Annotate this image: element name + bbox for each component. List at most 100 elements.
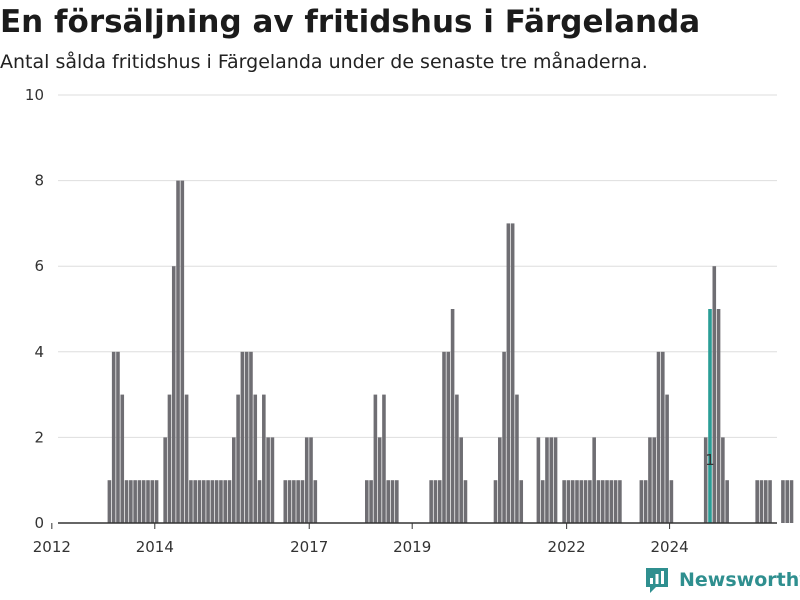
data-bar bbox=[167, 394, 172, 523]
data-bar bbox=[249, 351, 253, 523]
data-bar bbox=[665, 394, 669, 523]
x-tick-label: 2024 bbox=[650, 538, 688, 556]
data-bar bbox=[146, 480, 150, 523]
data-bar bbox=[588, 480, 592, 523]
data-bar bbox=[579, 480, 584, 523]
newsworthy-chart-icon bbox=[646, 568, 668, 593]
data-bar bbox=[716, 309, 721, 523]
data-bar bbox=[583, 480, 588, 523]
data-bar bbox=[369, 480, 373, 523]
data-bar bbox=[519, 480, 524, 523]
data-bar bbox=[257, 480, 262, 523]
data-bar bbox=[171, 266, 176, 523]
brand-name: Newsworthy bbox=[679, 569, 800, 591]
x-axis-ticks: 2012 2014 2017 2019 2022 2024 bbox=[33, 523, 689, 556]
data-bar bbox=[755, 480, 759, 523]
data-bar bbox=[304, 437, 309, 523]
data-bar bbox=[236, 394, 240, 523]
data-bar bbox=[133, 480, 137, 523]
data-bar bbox=[515, 394, 519, 523]
data-bar bbox=[111, 351, 116, 523]
data-bar bbox=[283, 480, 288, 523]
newsworthy-logo: Newsworthy bbox=[644, 566, 800, 594]
data-bar bbox=[240, 351, 245, 523]
data-bar bbox=[506, 223, 511, 523]
data-bar bbox=[712, 266, 717, 523]
data-bar bbox=[270, 437, 275, 523]
chart-title: En försäljning av fritidshus i Färgeland… bbox=[0, 4, 701, 40]
data-bar bbox=[455, 394, 459, 523]
data-bar bbox=[442, 351, 446, 523]
data-bar bbox=[253, 394, 258, 523]
y-tick-label: 6 bbox=[34, 257, 44, 275]
data-bar bbox=[437, 480, 442, 523]
data-bar bbox=[721, 437, 725, 523]
data-bar bbox=[141, 480, 146, 523]
data-bar bbox=[309, 437, 313, 523]
data-bar bbox=[232, 437, 236, 523]
highlight-data-label: 1 bbox=[705, 451, 715, 469]
data-bar bbox=[575, 480, 579, 523]
data-bar bbox=[197, 480, 202, 523]
gridlines bbox=[58, 94, 777, 438]
data-bar bbox=[553, 437, 558, 523]
x-tick-label: 2019 bbox=[393, 538, 431, 556]
data-bar bbox=[201, 480, 206, 523]
data-bar bbox=[613, 480, 618, 523]
data-bar bbox=[296, 480, 300, 523]
chart-subtitle: Antal sålda fritidshus i Färgelanda unde… bbox=[0, 51, 648, 73]
y-tick-label: 4 bbox=[34, 343, 44, 361]
data-bar bbox=[725, 480, 729, 523]
data-bar bbox=[214, 480, 219, 523]
bars bbox=[107, 180, 794, 523]
data-bar bbox=[313, 480, 318, 523]
data-bar bbox=[789, 480, 794, 523]
data-bar bbox=[703, 437, 708, 523]
data-bar bbox=[763, 480, 768, 523]
data-bar bbox=[377, 437, 382, 523]
y-axis-ticks: 0 2 4 6 8 10 bbox=[25, 86, 44, 532]
data-bar bbox=[759, 480, 764, 523]
data-bar bbox=[618, 480, 622, 523]
data-bar bbox=[137, 480, 142, 523]
data-bar bbox=[189, 480, 193, 523]
data-bar bbox=[180, 180, 185, 523]
x-tick-label: 2017 bbox=[290, 538, 328, 556]
data-bar bbox=[502, 351, 506, 523]
highlighted-bar bbox=[708, 309, 712, 523]
data-bar bbox=[287, 480, 292, 523]
y-tick-label: 8 bbox=[34, 172, 44, 190]
y-tick-label: 0 bbox=[34, 514, 44, 532]
data-bar bbox=[609, 480, 614, 523]
data-bar bbox=[433, 480, 438, 523]
data-bar bbox=[382, 394, 386, 523]
data-bar bbox=[643, 480, 648, 523]
data-bar bbox=[373, 394, 378, 523]
data-bar bbox=[386, 480, 391, 523]
data-bar bbox=[510, 223, 515, 523]
data-bar bbox=[219, 480, 223, 523]
data-bar bbox=[497, 437, 502, 523]
data-bar bbox=[545, 437, 549, 523]
data-bar bbox=[120, 394, 125, 523]
x-tick-label: 2012 bbox=[33, 538, 71, 556]
data-bar bbox=[184, 394, 189, 523]
data-bar bbox=[592, 437, 596, 523]
data-bar bbox=[223, 480, 228, 523]
data-bar bbox=[459, 437, 463, 523]
data-bar bbox=[785, 480, 790, 523]
data-bar bbox=[390, 480, 395, 523]
data-bar bbox=[292, 480, 296, 523]
data-bar bbox=[176, 180, 180, 523]
data-bar bbox=[206, 480, 210, 523]
data-bar bbox=[107, 480, 112, 523]
data-bar bbox=[193, 480, 197, 523]
data-bar bbox=[540, 480, 545, 523]
data-bar bbox=[210, 480, 215, 523]
data-bar bbox=[661, 351, 665, 523]
data-bar bbox=[570, 480, 575, 523]
data-bar bbox=[648, 437, 652, 523]
data-bar bbox=[129, 480, 133, 523]
data-bar bbox=[781, 480, 785, 523]
data-bar bbox=[566, 480, 571, 523]
